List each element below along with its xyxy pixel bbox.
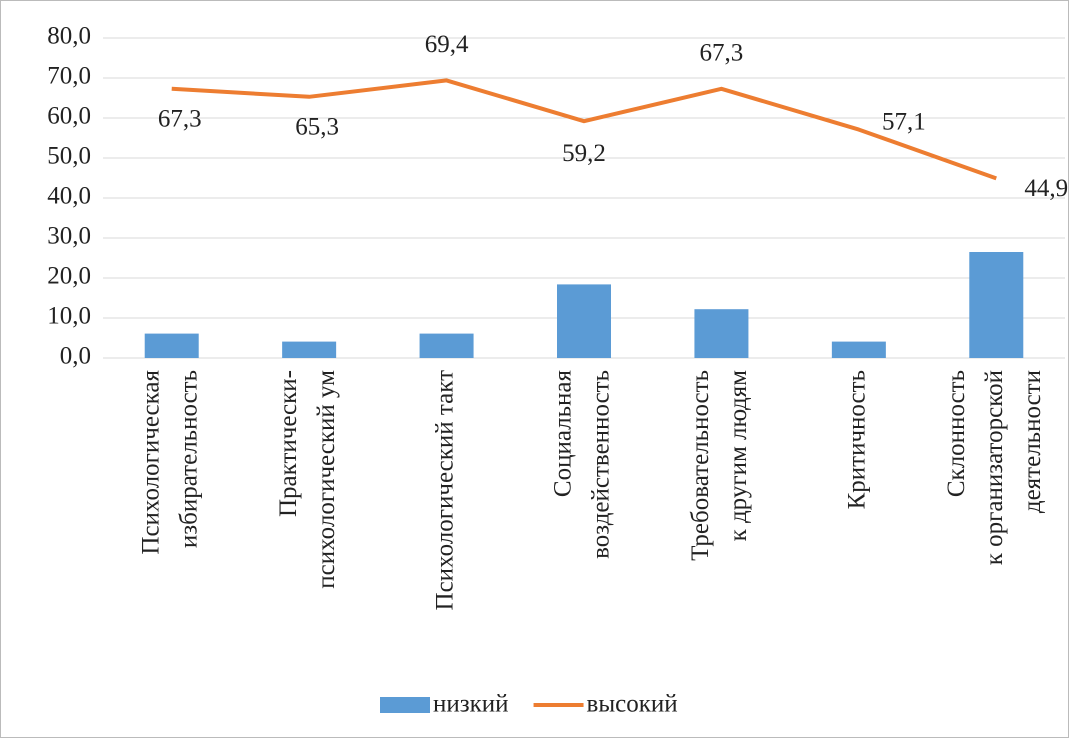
y-tick-label: 0,0 xyxy=(60,343,91,370)
legend-label: высокий xyxy=(587,691,678,718)
y-tick-label: 70,0 xyxy=(47,63,91,90)
x-tick-label: Психологическая xyxy=(137,370,164,555)
x-tick-label: к другим людям xyxy=(725,370,752,542)
x-tick-label: Социальная xyxy=(550,370,577,498)
x-tick-label: психологический ум xyxy=(313,370,340,589)
legend-label: низкий xyxy=(433,691,509,718)
y-tick-label: 60,0 xyxy=(47,103,91,130)
x-tick-label: деятельности xyxy=(1019,370,1046,513)
y-tick-label: 80,0 xyxy=(47,23,91,50)
y-tick-label: 40,0 xyxy=(47,183,91,210)
x-tick-label: Практически- xyxy=(275,370,302,517)
x-tick-label: Требовательность xyxy=(687,370,714,561)
line xyxy=(171,78,997,181)
data-label: 57,1 xyxy=(882,108,926,135)
x-tick-label: воздейственность xyxy=(588,370,615,559)
bar xyxy=(419,333,474,358)
bar xyxy=(144,333,199,358)
x-tick-label: Психологический такт xyxy=(431,370,458,611)
y-tick-label: 50,0 xyxy=(47,143,91,170)
data-label: 67,3 xyxy=(158,106,202,133)
y-tick-label: 10,0 xyxy=(47,303,91,330)
bar xyxy=(557,284,611,358)
bar xyxy=(969,252,1024,358)
data-label: 69,4 xyxy=(425,31,469,58)
bar xyxy=(282,341,337,358)
x-tick-label: Критичность xyxy=(844,370,871,509)
data-label: 59,2 xyxy=(562,140,606,167)
data-label: 65,3 xyxy=(295,114,339,141)
x-tick-label: Склонность xyxy=(943,370,970,497)
y-tick-label: 20,0 xyxy=(47,263,91,290)
bar xyxy=(831,341,886,358)
bar xyxy=(694,309,749,358)
x-tick-label: к организаторской xyxy=(981,370,1008,565)
x-tick-label: избирательность xyxy=(175,370,202,548)
y-tick-label: 30,0 xyxy=(47,223,91,250)
legend-swatch xyxy=(380,697,430,713)
data-label: 67,3 xyxy=(700,40,744,67)
data-label: 44,9 xyxy=(1024,175,1068,202)
